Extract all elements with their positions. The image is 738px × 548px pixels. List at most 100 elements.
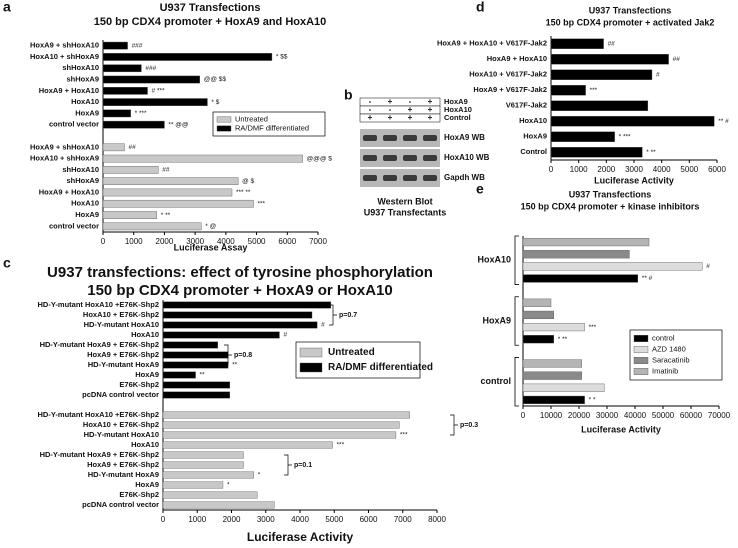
lane-sign: + bbox=[408, 105, 413, 114]
bar bbox=[522, 298, 552, 307]
bar bbox=[102, 75, 200, 84]
lane-sign: + bbox=[368, 113, 373, 122]
p-bracket bbox=[329, 304, 337, 326]
blot-strip bbox=[360, 169, 440, 187]
significance-label: *** bbox=[258, 200, 266, 207]
significance-label: *** ** bbox=[236, 189, 251, 196]
y-tick-label: HoxA9 bbox=[75, 210, 99, 219]
group-bracket bbox=[514, 357, 519, 407]
lane-sign: - bbox=[389, 105, 392, 114]
bar bbox=[550, 69, 653, 80]
legend-label: RA/DMF differentiated bbox=[235, 123, 309, 132]
significance-label: * $$ bbox=[276, 54, 288, 61]
significance-label: * ** bbox=[646, 149, 656, 156]
bar bbox=[162, 391, 230, 399]
significance-label: ** bbox=[200, 372, 206, 379]
bar bbox=[102, 53, 273, 61]
blot-band bbox=[363, 135, 377, 141]
significance-label: * ** bbox=[558, 336, 568, 343]
y-tick-label: HD-Y-mutant HoxA10 +E76K-Shp2 bbox=[38, 410, 159, 419]
y-tick-label: HoxA9 + V617F-Jak2 bbox=[473, 85, 547, 94]
x-tick-label: 3000 bbox=[186, 237, 204, 246]
p-bracket bbox=[224, 344, 232, 366]
legend-label: Untreated bbox=[328, 347, 375, 358]
bar bbox=[162, 321, 318, 329]
lane-sign: + bbox=[428, 105, 433, 114]
x-tick-label: 4000 bbox=[291, 515, 309, 524]
group-bracket bbox=[514, 296, 519, 346]
significance-label: *** bbox=[589, 324, 597, 331]
panel-letter: b bbox=[344, 87, 353, 103]
x-tick-label: 40000 bbox=[624, 411, 647, 420]
y-tick-label: HD-Y-mutant HoxA10 bbox=[84, 430, 159, 439]
y-tick-label: Control bbox=[520, 147, 547, 156]
x-tick-label: 2000 bbox=[223, 515, 241, 524]
y-tick-label: pcDNA control vector bbox=[82, 500, 159, 509]
blot-band bbox=[363, 155, 377, 161]
condition-label: Control bbox=[444, 113, 471, 122]
legend-swatch bbox=[633, 346, 649, 354]
legend-swatch bbox=[633, 357, 649, 365]
y-tick-label: HoxA9 bbox=[523, 132, 547, 141]
y-tick-label: shHoxA10 bbox=[62, 63, 99, 72]
chart-subtitle: 150 bp CDX4 promoter + HoxA9 or HoxA10 bbox=[87, 282, 393, 299]
blot-band bbox=[403, 135, 417, 141]
chart-title: U937 Transfections bbox=[589, 5, 672, 15]
y-tick-label: HoxA9 + HoxA10 + V617F-Jak2 bbox=[437, 39, 547, 48]
y-tick-label: HD-Y-mutant HoxA9 bbox=[88, 470, 159, 479]
x-tick-label: 0 bbox=[161, 515, 166, 524]
bar bbox=[162, 361, 229, 369]
x-tick-label: 3000 bbox=[625, 165, 643, 174]
y-tick-label: HoxA10 + E76K-Shp2 bbox=[83, 420, 159, 429]
y-tick-label: HoxA10 + shHoxA9 bbox=[30, 52, 99, 61]
y-tick-label: HoxA9 + HoxA10 bbox=[39, 86, 99, 95]
lane-sign: + bbox=[408, 113, 413, 122]
chart-subtitle: 150 bp CDX4 promoter + activated Jak2 bbox=[546, 17, 715, 27]
y-tick-label: HoxA10 bbox=[131, 440, 159, 449]
y-tick-label: HoxA10 bbox=[71, 97, 99, 106]
condition-row bbox=[359, 113, 441, 123]
band-label: HoxA10 WB bbox=[444, 153, 490, 162]
x-tick-label: 0 bbox=[101, 237, 106, 246]
chart-title: U937 Transfections bbox=[569, 189, 652, 199]
significance-label: ## bbox=[129, 144, 137, 151]
x-tick-label: 1000 bbox=[188, 515, 206, 524]
significance-label: * $ bbox=[211, 99, 219, 106]
y-tick-label: HoxA10 + E76K-Shp2 bbox=[83, 310, 159, 319]
y-tick-label: HoxA10 bbox=[71, 199, 99, 208]
blot-band bbox=[363, 175, 377, 181]
lane-sign: + bbox=[428, 97, 433, 106]
bar bbox=[162, 351, 229, 359]
x-tick-label: 2000 bbox=[597, 165, 615, 174]
chart-subtitle: 150 bp CDX4 promoter + kinase inhibitors bbox=[521, 201, 700, 211]
condition-label: HoxA9 bbox=[444, 97, 468, 106]
x-tick-label: 70000 bbox=[708, 411, 731, 420]
p-value: p=0.7 bbox=[339, 312, 357, 319]
group-label: HoxA10 bbox=[477, 255, 511, 265]
p-value: p=0.3 bbox=[460, 422, 478, 429]
significance-label: # bbox=[321, 322, 325, 329]
significance-label: * *** bbox=[619, 133, 631, 140]
bar bbox=[162, 411, 410, 419]
significance-label: ** # bbox=[718, 118, 729, 125]
y-tick-label: HoxA9 + HoxA10 bbox=[487, 54, 547, 63]
significance-label: ## bbox=[608, 40, 616, 47]
y-tick-label: HoxA9 + shHoxA10 bbox=[30, 142, 99, 151]
y-tick-label: HoxA10 + shHoxA9 bbox=[30, 154, 99, 163]
legend-label: RA/DMF differentiated bbox=[328, 362, 433, 373]
significance-label: ### bbox=[145, 65, 156, 72]
bar bbox=[162, 501, 275, 509]
x-tick-label: 60000 bbox=[680, 411, 703, 420]
significance-label: * bbox=[258, 472, 261, 479]
y-tick-label: shHoxA9 bbox=[66, 176, 99, 185]
y-tick-label: HoxA9 bbox=[75, 108, 99, 117]
blot-band bbox=[403, 155, 417, 161]
significance-label: @ $ bbox=[242, 178, 254, 185]
bar bbox=[550, 147, 643, 158]
bar bbox=[162, 301, 332, 309]
significance-label: *** bbox=[337, 442, 345, 449]
bar bbox=[162, 491, 258, 499]
bar bbox=[102, 87, 148, 95]
y-tick-label: HoxA9 + shHoxA10 bbox=[30, 41, 99, 50]
